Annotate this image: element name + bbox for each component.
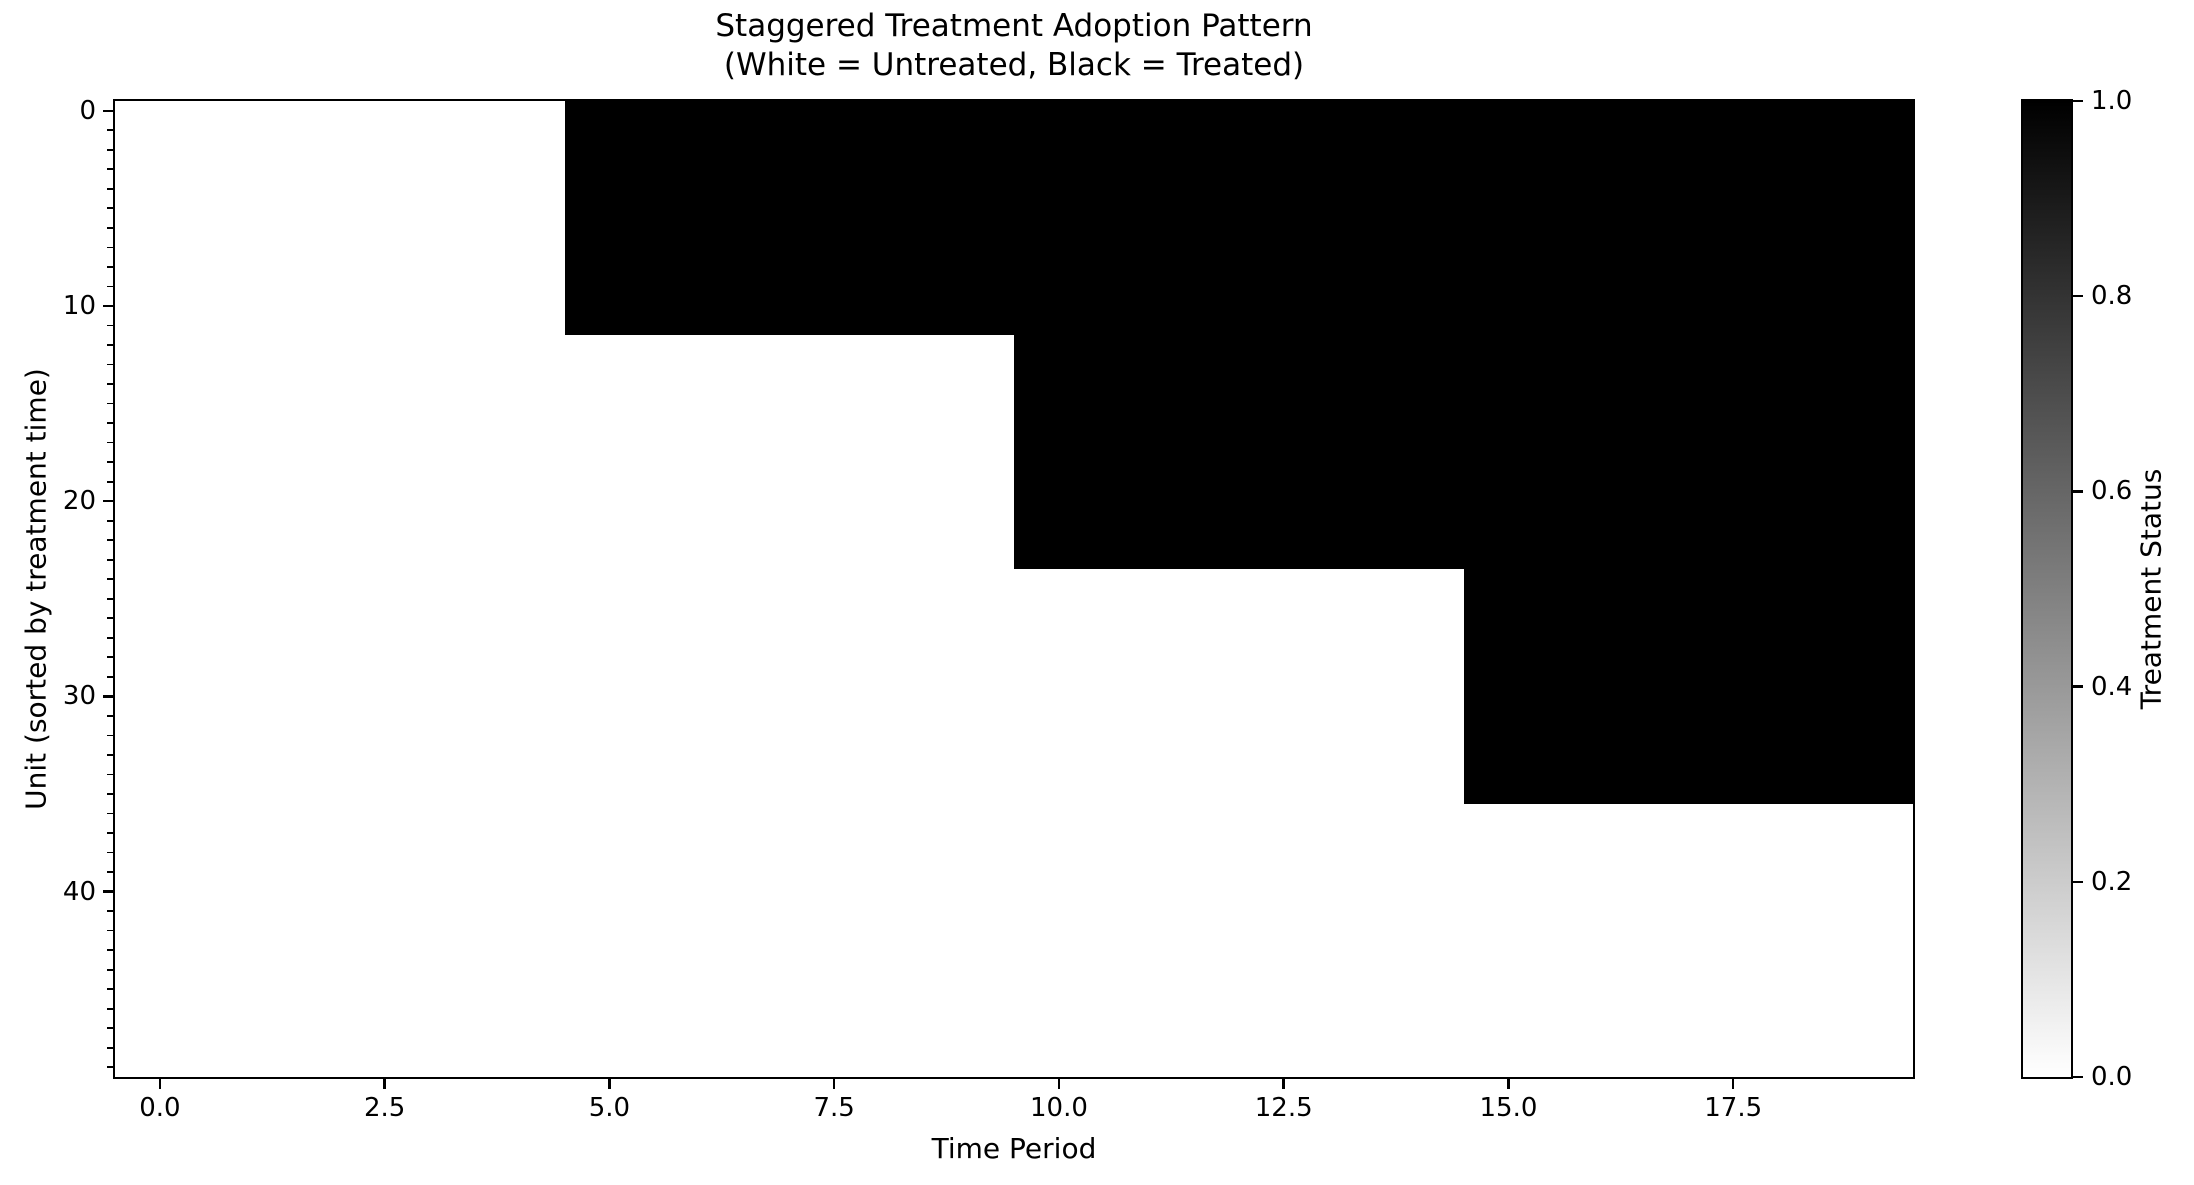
y-axis-minor-tick [107,949,113,952]
colorbar-tick [2073,99,2083,103]
treated-region [564,101,1913,336]
colorbar-gradient [2023,101,2071,1077]
colorbar-tick-label: 0.6 [2091,476,2133,507]
y-axis-minor-tick [107,871,113,873]
y-axis-minor-tick [107,812,113,815]
treated-region [1463,569,1913,804]
chart-title-block: Staggered Treatment Adoption Pattern (Wh… [114,7,1914,85]
colorbar-tick [2073,490,2083,493]
y-axis-minor-tick [107,402,113,405]
y-axis-minor-tick [107,910,113,912]
x-axis-tick [608,1079,611,1089]
colorbar-tick-label: 0.0 [2091,1062,2133,1092]
x-axis-tick-label: 0.0 [139,1093,181,1123]
y-axis-minor-tick [107,168,113,171]
colorbar-tick-label: 0.2 [2091,866,2133,897]
y-axis-minor-tick [107,383,113,385]
colorbar-tick [2073,880,2083,884]
y-axis-minor-tick [107,832,113,834]
x-axis-tick-label: 7.5 [813,1093,855,1123]
y-axis-tick-label: 30 [62,681,96,712]
y-axis-tick [103,890,113,893]
chart-subtitle: (White = Untreated, Black = Treated) [723,47,1305,83]
x-axis-tick [1507,1079,1510,1089]
y-axis-tick-label: 40 [62,876,96,907]
y-axis-minor-tick [107,129,113,132]
y-axis-minor-tick [107,754,113,756]
y-axis-minor-tick [107,773,113,776]
y-axis-tick [103,499,113,503]
colorbar-label: Treatment Status [2134,468,2168,710]
y-axis-minor-tick [107,187,113,190]
colorbar-tick-label: 1.0 [2091,86,2133,116]
y-axis-tick [103,109,113,112]
treated-region [1014,335,1913,570]
y-axis-minor-tick [107,1027,113,1030]
y-axis-minor-tick [107,1007,113,1010]
y-axis-minor-tick [107,714,113,717]
y-axis-minor-tick [107,793,113,795]
x-axis-tick [1731,1079,1735,1089]
x-axis-tick-label: 17.5 [1704,1093,1763,1123]
colorbar-tick [2073,294,2083,298]
x-axis-tick-label: 15.0 [1479,1093,1538,1123]
y-axis-label: Unit (sorted by treatment time) [19,368,53,810]
y-axis-minor-tick [107,285,113,288]
y-axis-tick-label: 20 [62,486,96,517]
x-axis-tick [1282,1079,1285,1089]
y-axis-minor-tick [107,344,113,346]
y-axis-minor-tick [107,422,113,424]
x-axis-tick-label: 5.0 [588,1093,631,1123]
y-axis-minor-tick [107,441,113,444]
colorbar-tick-label: 0.4 [2091,671,2133,702]
x-axis-tick-label: 12.5 [1254,1093,1313,1123]
y-axis-minor-tick [107,148,113,151]
x-axis-label: Time Period [931,1132,1097,1165]
chart-title: Staggered Treatment Adoption Pattern [715,8,1313,44]
y-axis-minor-tick [107,675,113,678]
y-axis-minor-tick [107,1046,113,1049]
y-axis-minor-tick [107,226,113,229]
x-axis-tick-label: 10.0 [1029,1093,1088,1123]
colorbar [2021,99,2073,1079]
y-axis-minor-tick [107,851,113,854]
y-axis-tick-label: 10 [62,290,96,321]
y-axis-minor-tick [107,480,113,483]
y-axis-minor-tick [107,988,113,991]
y-axis-minor-tick [107,597,113,600]
y-axis-tick [103,304,113,308]
y-axis-minor-tick [107,968,113,971]
y-axis-minor-tick [107,246,113,249]
y-axis-minor-tick [107,363,113,366]
x-axis-tick [158,1079,162,1089]
y-axis-minor-tick [107,539,113,542]
x-axis-tick [383,1079,386,1089]
y-axis-minor-tick [107,734,113,737]
colorbar-tick-label: 0.8 [2091,281,2133,312]
y-axis-minor-tick [107,519,113,522]
y-axis-minor-tick [107,656,113,659]
y-axis-tick-label: 0 [79,95,96,126]
y-axis-minor-tick [107,324,113,327]
y-axis-minor-tick [107,461,113,464]
y-axis-minor-tick [107,636,113,639]
y-axis-minor-tick [107,578,113,581]
colorbar-tick [2073,685,2083,688]
x-axis-tick [1057,1079,1061,1089]
y-axis-minor-tick [107,266,113,268]
y-axis-minor-tick [107,617,113,620]
x-axis-tick-label: 2.5 [364,1093,406,1123]
y-axis-minor-tick [107,558,113,561]
y-axis-tick [103,695,113,698]
y-axis-minor-tick [107,929,113,932]
y-axis-minor-tick [107,1066,113,1069]
y-axis-minor-tick [107,207,113,210]
colorbar-tick [2073,1075,2083,1079]
x-axis-tick [832,1079,836,1089]
